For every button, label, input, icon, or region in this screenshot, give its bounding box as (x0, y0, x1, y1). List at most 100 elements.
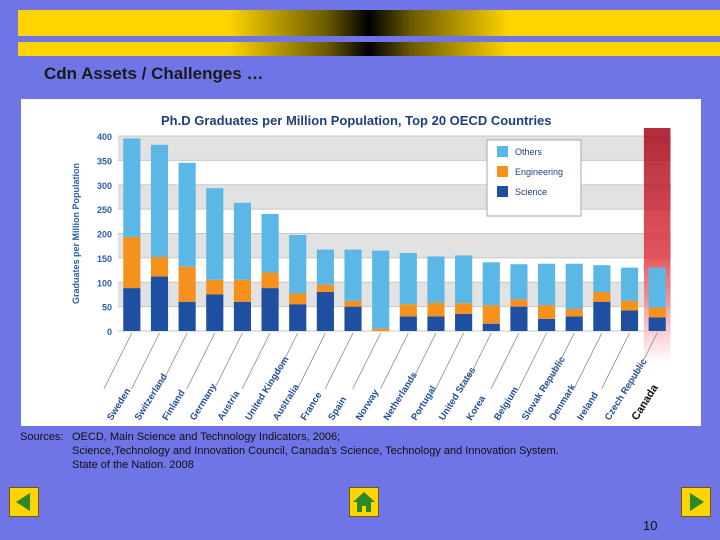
x-tick-label: Ireland (575, 390, 601, 422)
x-tick-label: Spain (326, 395, 349, 423)
stacked-bar-chart: 0 50 100 150 200 250 300 350 400 Ph.D Graduates p… (71, 113, 671, 423)
grid-band (118, 136, 671, 161)
grid-band (118, 233, 671, 258)
category-leader-line (573, 332, 603, 390)
y-tick-label: 250 (97, 205, 112, 215)
previous-slide-button[interactable] (9, 487, 39, 517)
bar-others-canada (648, 267, 666, 308)
bar-science-australia (289, 304, 307, 331)
bar-engineering-slovak-republic (538, 305, 556, 319)
bar-engineering-denmark (565, 309, 583, 317)
next-slide-button[interactable] (681, 487, 711, 517)
y-tick-label: 200 (97, 230, 112, 240)
y-tick-label: 100 (97, 278, 112, 288)
bar-others-sweden (123, 138, 141, 237)
sources-label: Sources: (20, 431, 64, 443)
bar-others-czech-republic (620, 267, 639, 301)
bar-others-slovak-republic (538, 263, 556, 306)
bar-engineering-austria (233, 279, 251, 302)
bar-science-slovak-republic (538, 318, 556, 331)
source-line-1: OECD, Main Science and Technology Indica… (72, 431, 341, 443)
category-leader-line (131, 332, 160, 390)
legend-label-science: Science (515, 187, 547, 197)
bar-others-united-kingdom (261, 214, 279, 273)
bar-engineering-united-kingdom (261, 272, 279, 289)
y-tick-label: 300 (97, 181, 112, 191)
decorative-middle-bar (18, 42, 720, 56)
bar-others-united-states (455, 255, 473, 304)
sources-block: Sources: OECD, Main Science and Technolo… (20, 430, 710, 472)
grid-band (118, 184, 671, 210)
bar-science-united-states (455, 313, 473, 331)
category-leader-line (214, 332, 243, 390)
bar-science-ireland (593, 301, 611, 331)
legend-swatch-science (497, 186, 508, 197)
bar-others-norway (372, 250, 390, 329)
bar-science-germany (206, 294, 224, 331)
x-tick-label: Norway (354, 387, 382, 423)
bar-engineering-netherlands (399, 304, 417, 317)
category-leader-line (518, 332, 547, 390)
category-leader-line (407, 332, 437, 390)
x-tick-label: Portugal (409, 384, 439, 423)
bar-science-finland (178, 301, 196, 331)
bar-others-australia (289, 234, 307, 294)
bar-science-korea (482, 323, 500, 331)
y-tick-label: 0 (107, 327, 112, 337)
y-tick-label: 350 (97, 156, 112, 166)
bar-others-ireland (593, 265, 611, 292)
x-tick-label: Denmark (547, 382, 578, 423)
home-button[interactable] (349, 487, 379, 517)
x-tick-label: Austria (216, 388, 243, 422)
bar-engineering-norway (372, 328, 390, 331)
bar-science-austria (233, 301, 251, 331)
bar-engineering-canada (648, 307, 666, 318)
bar-others-germany (206, 188, 224, 280)
legend-label-engineering: Engineering (515, 167, 563, 177)
bar-engineering-korea (482, 305, 500, 324)
bar-science-czech-republic (620, 310, 639, 331)
chart-panel: 0 50 100 150 200 250 300 350 400 Ph.D Graduates p… (21, 99, 701, 426)
bar-science-canada (648, 317, 666, 331)
category-leader-line (324, 332, 354, 390)
bar-science-denmark (565, 316, 583, 331)
bar-engineering-spain (344, 300, 362, 307)
legend-label-others: Others (515, 147, 543, 157)
bar-engineering-czech-republic (620, 300, 639, 311)
category-leader-line (186, 332, 216, 390)
bar-engineering-united-states (455, 303, 473, 314)
bar-others-portugal (427, 256, 445, 303)
bar-engineering-france (316, 284, 334, 292)
right-arrow-icon (690, 493, 704, 511)
bar-engineering-portugal (427, 302, 445, 317)
category-leader-line (103, 332, 133, 390)
y-tick-label: 400 (97, 132, 112, 142)
bar-engineering-germany (206, 279, 224, 295)
y-tick-label: 150 (97, 254, 112, 264)
category-leader-line (435, 332, 464, 390)
x-tick-label: Australia (271, 382, 302, 423)
bar-others-austria (233, 202, 251, 280)
slide-title: Cdn Assets / Challenges … (44, 64, 264, 83)
bar-engineering-finland (178, 266, 196, 302)
legend-swatch-others (497, 146, 508, 157)
source-line-2: Science,Technology and Innovation Counci… (72, 445, 559, 457)
bar-engineering-belgium (510, 299, 528, 307)
bar-others-finland (178, 162, 196, 267)
category-leader-line (158, 332, 188, 390)
x-tick-label: Sweden (105, 386, 133, 422)
bar-engineering-ireland (593, 292, 611, 302)
bar-others-spain (344, 249, 362, 301)
bar-science-spain (344, 306, 362, 331)
category-leader-line (352, 332, 382, 390)
category-leader-line (601, 332, 630, 390)
bar-science-united-kingdom (261, 288, 279, 331)
y-tick-label: 50 (102, 303, 112, 313)
category-leader-line (490, 332, 520, 390)
category-leader-line (241, 332, 271, 390)
x-tick-label: Korea (464, 393, 488, 422)
bar-others-france (316, 249, 334, 285)
x-tick-label: Belgium (492, 385, 521, 423)
x-tick-label: France (299, 390, 325, 422)
legend-swatch-engineering (497, 166, 508, 177)
